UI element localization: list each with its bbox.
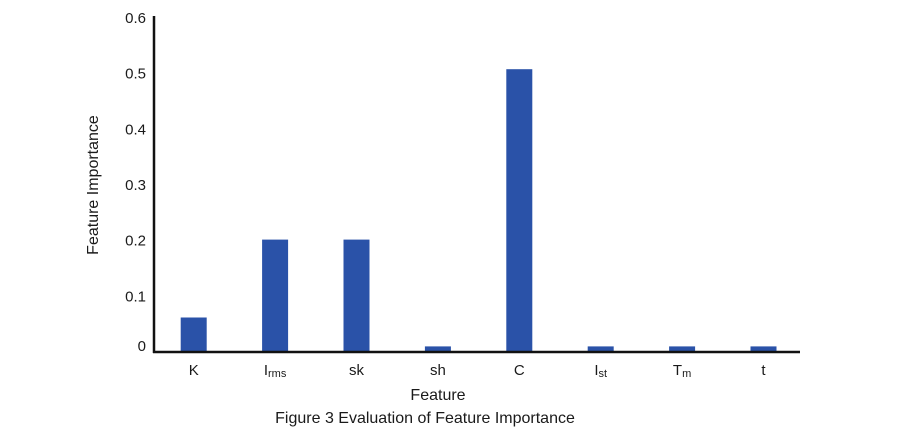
x-tick-label: t [761,362,766,379]
x-tick-label: C [514,362,525,379]
bar-sk [343,239,370,352]
bar-sh [424,346,451,352]
y-tick-label: 0 [138,338,146,355]
bar-irms [262,239,289,352]
bar-ist [587,346,614,352]
y-tick-label: 0.4 [125,121,146,138]
bar-t [750,346,777,352]
figure-caption: Figure 3 Evaluation of Feature Importanc… [275,410,575,427]
y-ticks-group: 0 0.1 0.2 0.3 0.4 0.5 0.6 [125,10,146,355]
x-tick-label: Irms [264,362,287,380]
bar-c [506,69,533,352]
x-tick-label: Ist [594,362,607,380]
y-axis-title: Feature Importance [85,115,102,255]
x-ticks-group: K Irms sk sh C Ist Tm t [189,362,767,380]
x-tick-label: Tm [673,362,691,380]
y-tick-label: 0.6 [125,10,146,27]
x-tick-label: sh [430,362,446,379]
x-tick-label: K [189,362,199,379]
bars-group [180,69,777,352]
x-axis-title: Feature [410,387,465,404]
y-tick-label: 0.1 [125,288,146,305]
y-tick-label: 0.2 [125,233,146,250]
y-tick-label: 0.3 [125,177,146,194]
y-tick-label: 0.5 [125,66,146,83]
bar-tm [669,346,696,352]
x-tick-label: sk [349,362,365,379]
bar-k [180,317,207,352]
